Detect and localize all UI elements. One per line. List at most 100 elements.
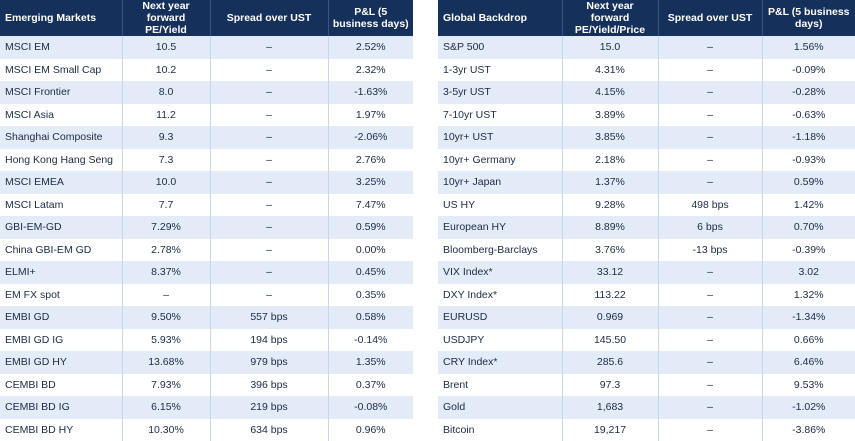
cell: -1.02% (762, 396, 855, 419)
cell: 0.00% (328, 238, 413, 261)
cell: 8.37% (122, 261, 211, 284)
cell: 8.89% (562, 216, 659, 239)
table-row: USDJPY 145.50–0.66% (438, 328, 855, 351)
row-label: GBI-EM-GD (0, 216, 123, 239)
table-row: S&P 500 15.0–1.56% (438, 36, 855, 59)
table-row: European HY 8.89% 6 bps 0.70% (438, 216, 855, 239)
cell: -0.09% (762, 58, 855, 81)
row-label: 10yr+ UST (438, 126, 563, 149)
cell: 19,217 (562, 418, 659, 441)
row-label: Bitcoin (438, 418, 563, 441)
table-row: MSCI EM 10.5–2.52% (0, 36, 413, 59)
cell: – (658, 81, 763, 104)
cell: 0.66% (762, 328, 855, 351)
cell: 15.0 (562, 36, 659, 59)
cell: 3.02 (762, 261, 855, 284)
cell: – (210, 58, 329, 81)
cell: 0.70% (762, 216, 855, 239)
cell: 1.42% (762, 193, 855, 216)
row-label: Gold (438, 396, 563, 419)
row-label: Shanghai Composite (0, 126, 123, 149)
header-cell: Spread over UST (658, 0, 763, 36)
cell: 7.29% (122, 216, 211, 239)
header-cell: Emerging Markets (0, 0, 123, 36)
row-label: CEMBI BD HY (0, 418, 123, 441)
row-label: EURUSD (438, 306, 563, 329)
cell: – (658, 103, 763, 126)
cell: – (210, 148, 329, 171)
header-cell: P&L (5 business days) (762, 0, 855, 36)
cell: – (658, 148, 763, 171)
header-cell: Next year forward PE/Yield/Price (562, 0, 659, 36)
header-cell: Spread over UST (210, 0, 329, 36)
cell: – (210, 261, 329, 284)
table-row: ELMI+ 8.37% –0.45% (0, 261, 413, 284)
cell: 1,683 (562, 396, 659, 419)
cell: 0.35% (328, 283, 413, 306)
cell: 10.30% (122, 418, 211, 441)
row-label: MSCI Asia (0, 103, 123, 126)
cell: 3.85% (562, 126, 659, 149)
cell: 1.56% (762, 36, 855, 59)
cell: – (658, 58, 763, 81)
cell: 10.0 (122, 171, 211, 194)
row-label: European HY (438, 216, 563, 239)
row-label: DXY Index* (438, 283, 563, 306)
cell: 6.46% (762, 351, 855, 374)
cell: 9.53% (762, 373, 855, 396)
cell: -13 bps (658, 238, 763, 261)
cell: 1.32% (762, 283, 855, 306)
cell: 97.3 (562, 373, 659, 396)
table-row: Gold 1,683– -1.02% (438, 396, 855, 419)
cell: -0.08% (328, 396, 413, 419)
table-row: 3-5yr UST 4.15% – -0.28% (438, 81, 855, 104)
row-label: VIX Index* (438, 261, 563, 284)
cell: – (210, 171, 329, 194)
cell: – (122, 283, 211, 306)
cell: – (658, 396, 763, 419)
cell: – (210, 238, 329, 261)
cell: 1.35% (328, 351, 413, 374)
cell: 634 bps (210, 418, 329, 441)
cell: – (210, 103, 329, 126)
cell: -0.39% (762, 238, 855, 261)
cell: 1.97% (328, 103, 413, 126)
cell: -1.63% (328, 81, 413, 104)
cell: -3.86% (762, 418, 855, 441)
cell: – (210, 216, 329, 239)
header-cell: Global Backdrop (438, 0, 563, 36)
cell: 2.18% (562, 148, 659, 171)
table-row: 10yr+ Japan 1.37% –0.59% (438, 171, 855, 194)
emerging-markets-table: Emerging Markets Next year forward PE/Yie… (0, 0, 413, 441)
table-row: EMBI GD IG 5.93% 194 bps -0.14% (0, 328, 413, 351)
row-label: Bloomberg-Barclays (438, 238, 563, 261)
cell: – (658, 126, 763, 149)
row-label: CEMBI BD (0, 373, 123, 396)
row-label: ELMI+ (0, 261, 123, 284)
cell: 396 bps (210, 373, 329, 396)
row-label: S&P 500 (438, 36, 563, 59)
cell: 145.50 (562, 328, 659, 351)
cell: 4.31% (562, 58, 659, 81)
cell: 9.28% (562, 193, 659, 216)
cell: 2.52% (328, 36, 413, 59)
cell: 0.59% (762, 171, 855, 194)
row-label: EMBI GD IG (0, 328, 123, 351)
header-cell: Next year forward PE/Yield (122, 0, 211, 36)
header-row: Emerging Markets Next year forward PE/Yie… (0, 0, 413, 36)
cell: -0.63% (762, 103, 855, 126)
cell: 33.12 (562, 261, 659, 284)
table-row: 1-3yr UST 4.31% – -0.09% (438, 58, 855, 81)
row-label: Hong Kong Hang Seng (0, 148, 123, 171)
table-row: CRY Index* 285.6–6.46% (438, 351, 855, 374)
table-row: 7-10yr UST 3.89% – -0.63% (438, 103, 855, 126)
cell: – (658, 171, 763, 194)
cell: – (658, 351, 763, 374)
row-label: 3-5yr UST (438, 81, 563, 104)
cell: 979 bps (210, 351, 329, 374)
cell: – (658, 36, 763, 59)
table-row: Shanghai Composite 9.3– -2.06% (0, 126, 413, 149)
cell: 498 bps (658, 193, 763, 216)
cell: 2.76% (328, 148, 413, 171)
